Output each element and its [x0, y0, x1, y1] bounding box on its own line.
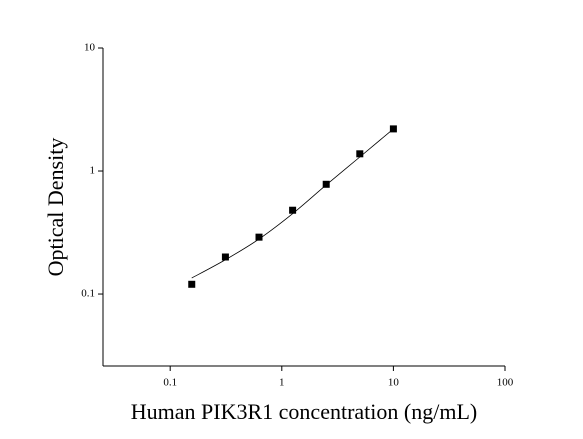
x-tick-label: 1: [279, 377, 285, 389]
x-tick-label: 10: [388, 377, 400, 389]
x-axis-label: Human PIK3R1 concentration (ng/mL): [131, 399, 477, 424]
y-tick-label: 0.1: [81, 288, 95, 300]
data-point: [289, 206, 297, 214]
data-point: [255, 233, 263, 241]
data-point: [322, 180, 330, 188]
x-tick-label: 100: [497, 377, 514, 389]
y-axis-label: Optical Density: [43, 138, 68, 277]
data-point: [188, 280, 196, 288]
data-point: [356, 150, 364, 158]
y-tick-label: 1: [90, 165, 96, 177]
y-tick-label: 10: [84, 42, 96, 54]
data-point: [221, 253, 229, 261]
fit-curve: [191, 128, 394, 279]
x-tick-label: 0.1: [163, 377, 177, 389]
